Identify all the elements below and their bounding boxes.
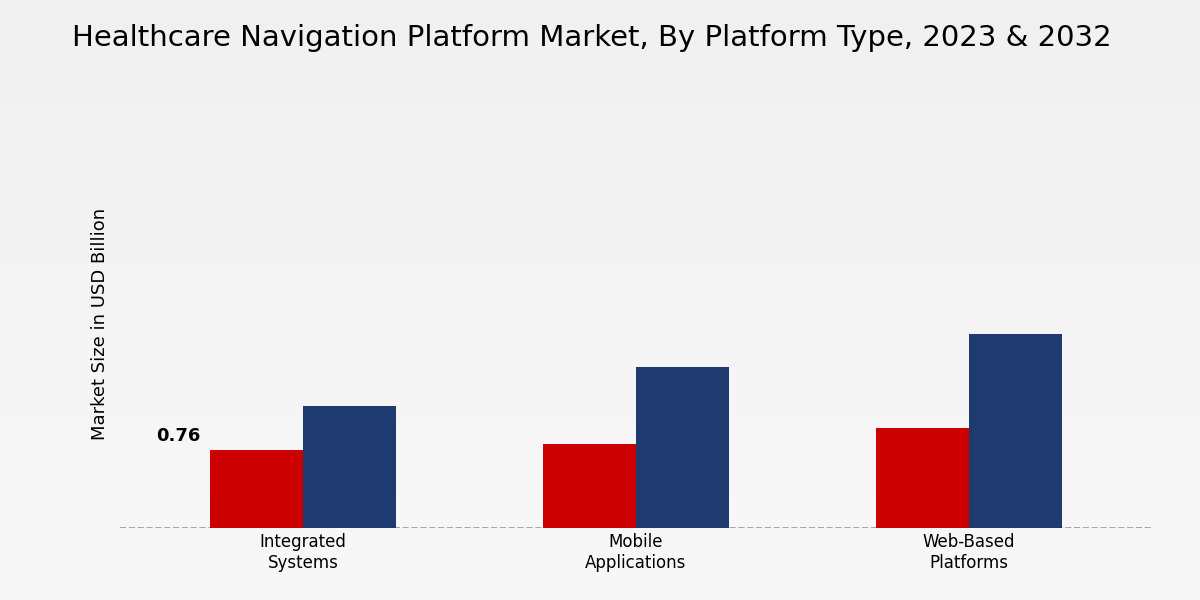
Y-axis label: Market Size in USD Billion: Market Size in USD Billion — [91, 208, 109, 440]
Bar — [304, 406, 396, 528]
Bar — [210, 451, 304, 528]
Text: Healthcare Navigation Platform Market, By Platform Type, 2023 & 2032: Healthcare Navigation Platform Market, B… — [72, 24, 1111, 52]
Bar — [968, 334, 1062, 528]
Bar — [542, 445, 636, 528]
Text: 0.76: 0.76 — [156, 427, 200, 445]
Bar — [636, 367, 730, 528]
Bar — [876, 428, 968, 528]
